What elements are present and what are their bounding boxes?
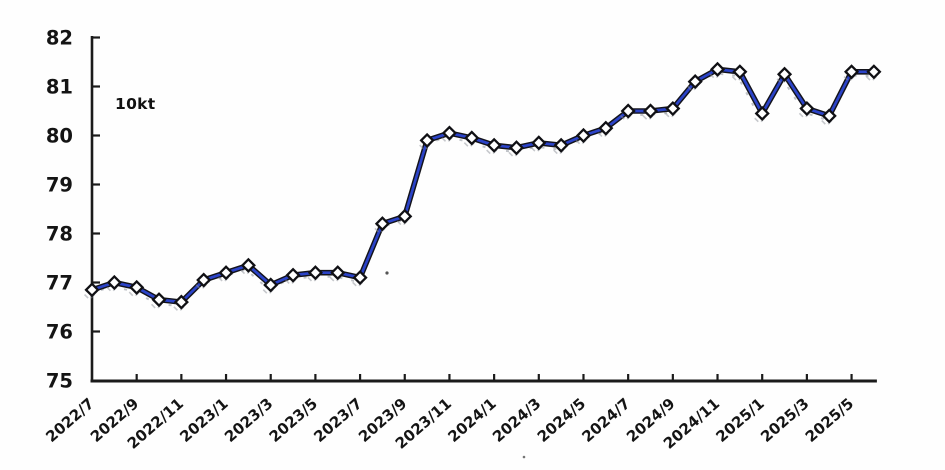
y-tick-label: 82 <box>46 27 73 50</box>
data-point-marker <box>508 140 525 156</box>
data-point-marker <box>553 137 569 153</box>
y-tick-label: 79 <box>46 174 73 197</box>
series-ghost-line <box>89 72 872 308</box>
data-point-marker <box>531 135 547 151</box>
y-tick-label: 78 <box>46 223 73 246</box>
y-tick-label: 81 <box>46 76 73 99</box>
data-point-marker <box>575 127 592 144</box>
data-point-marker <box>352 270 368 286</box>
data-point-marker <box>330 265 346 281</box>
x-tick-label: 2023/3 <box>221 394 276 445</box>
y-tick-label: 80 <box>46 125 73 148</box>
data-point-marker <box>821 108 837 124</box>
x-tick-label: 2024/3 <box>489 394 544 445</box>
data-point-marker <box>687 74 703 90</box>
x-tick-label: 2025/1 <box>712 394 767 445</box>
data-point-marker <box>598 120 614 136</box>
data-point-marker <box>129 279 145 295</box>
data-point-marker <box>464 130 480 146</box>
data-point-marker <box>665 100 681 117</box>
scan-speck <box>522 455 526 459</box>
x-tick-label: 2024/7 <box>578 394 633 445</box>
data-point-marker <box>84 282 100 298</box>
data-point-marker <box>620 103 636 119</box>
data-point-marker <box>776 66 793 82</box>
scan-speck <box>385 271 389 275</box>
data-point-marker <box>151 292 167 308</box>
data-point-marker <box>441 125 458 141</box>
data-point-marker <box>799 100 815 117</box>
data-point-marker <box>374 216 390 232</box>
data-point-marker <box>263 277 279 293</box>
x-tick-label: 2023/7 <box>310 394 365 445</box>
data-point-marker <box>173 294 189 310</box>
x-tick-label: 2023/1 <box>176 394 231 445</box>
x-tick-label: 2024/1 <box>444 394 499 445</box>
data-point-marker <box>285 267 301 283</box>
data-point-marker <box>240 257 256 273</box>
data-point-marker <box>642 103 659 119</box>
y-tick-label: 77 <box>46 272 73 295</box>
x-tick-label: 2025/3 <box>757 394 812 445</box>
data-point-marker <box>397 208 413 224</box>
data-point-marker <box>419 132 435 148</box>
series-line <box>90 67 876 304</box>
data-point-marker <box>218 265 234 281</box>
y-tick-label: 76 <box>46 321 73 344</box>
y-tick-label: 75 <box>46 370 73 393</box>
data-point-marker <box>866 64 882 80</box>
data-point-marker <box>754 105 770 122</box>
data-point-marker <box>196 272 212 288</box>
data-point-marker <box>307 265 323 281</box>
unit-label: 10kt <box>115 95 156 113</box>
x-tick-label: 2024/5 <box>534 394 589 445</box>
x-tick-label: 2023/5 <box>266 394 321 445</box>
data-point-marker <box>486 137 502 153</box>
x-tick-label: 2025/5 <box>802 394 857 445</box>
data-point-marker <box>732 64 748 80</box>
data-point-marker <box>709 61 726 77</box>
x-tick-label: 2022/7 <box>42 394 97 445</box>
data-point-marker <box>106 274 122 291</box>
data-point-marker <box>843 64 860 80</box>
